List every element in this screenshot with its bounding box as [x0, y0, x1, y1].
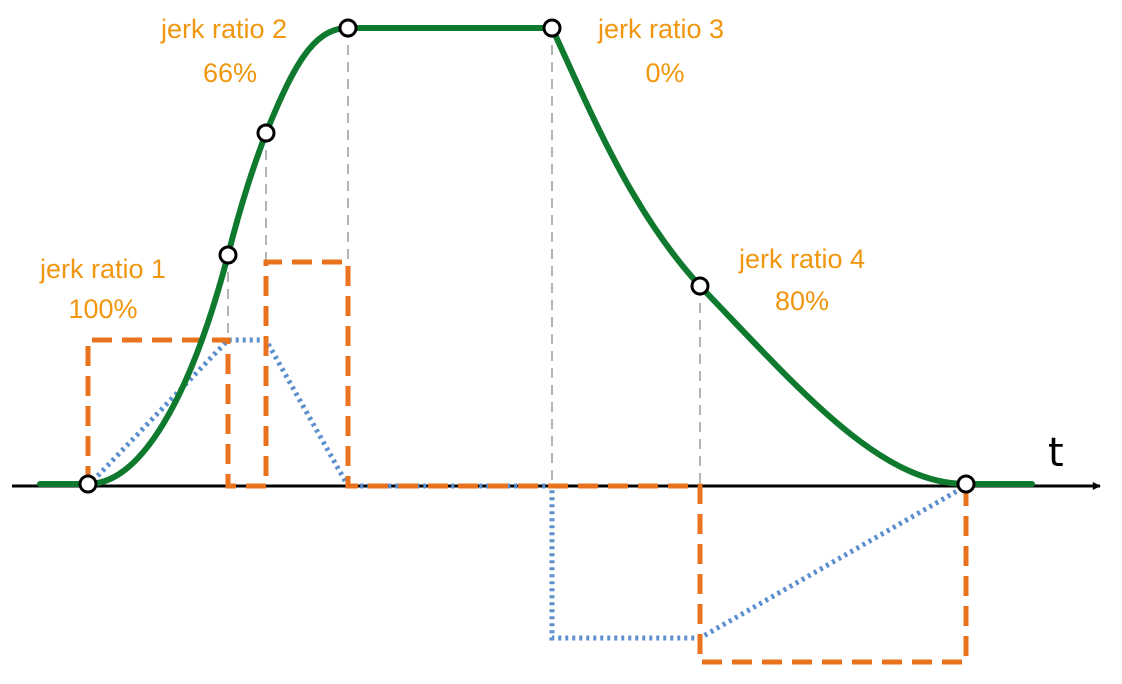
- time-axis-label: t: [1048, 430, 1064, 476]
- annotation-jerk-ratio-2: jerk ratio 2 66%: [160, 14, 287, 88]
- key-points: [78, 18, 976, 494]
- velocity-curve: [37, 25, 1035, 487]
- jerk-ratio-2-value: 66%: [203, 58, 257, 88]
- acceleration-profile: [86, 337, 968, 641]
- jerk-ratio-4-value: 80%: [775, 286, 829, 316]
- annotation-jerk-ratio-4: jerk ratio 4 80%: [738, 244, 865, 316]
- key-point-start: [78, 474, 98, 494]
- key-point-jerk-2-start: [256, 123, 276, 143]
- key-point-jerk-1-end: [218, 245, 238, 265]
- key-point-plateau-end: [542, 18, 562, 38]
- jerk-profile: [85, 259, 969, 665]
- annotation-jerk-ratio-1: jerk ratio 1 100%: [39, 254, 166, 324]
- key-point-end: [956, 474, 976, 494]
- key-point-plateau-start: [338, 18, 358, 38]
- jerk-ratio-4-name: jerk ratio 4: [738, 244, 865, 274]
- annotation-jerk-ratio-3: jerk ratio 3 0%: [597, 14, 724, 88]
- jerk-ratio-1-name: jerk ratio 1: [39, 254, 166, 284]
- jerk-ratio-2-name: jerk ratio 2: [160, 14, 287, 44]
- jerk-ratio-1-value: 100%: [68, 294, 137, 324]
- jerk-ratio-3-name: jerk ratio 3: [597, 14, 724, 44]
- guide-lines: [227, 28, 701, 486]
- key-point-jerk-4-start: [690, 276, 710, 296]
- jerk-ratio-3-value: 0%: [645, 58, 684, 88]
